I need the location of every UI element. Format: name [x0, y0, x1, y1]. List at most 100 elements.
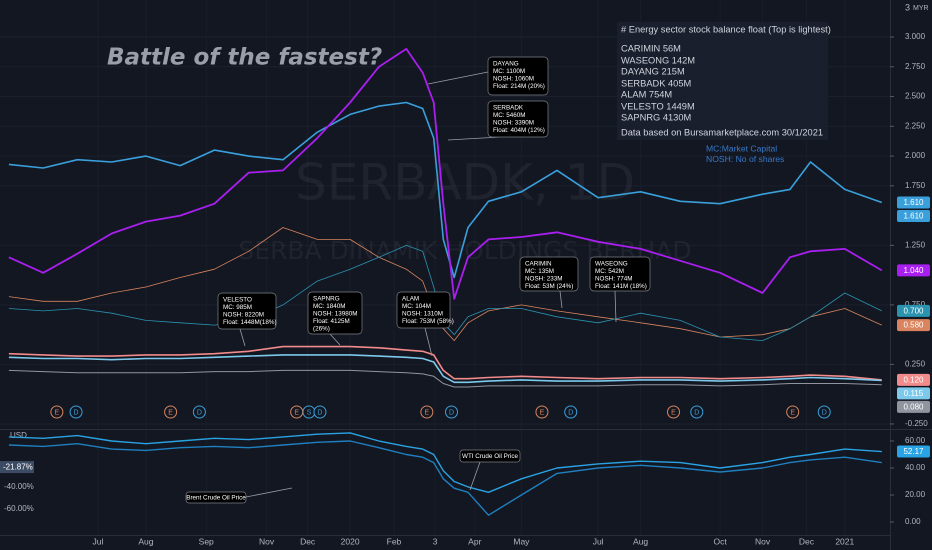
- annotation-text: NOSH: 774M: [595, 276, 632, 283]
- annotation-text: Brent Crude Oil Price: [186, 495, 246, 502]
- y-tick-label: -40.00%: [4, 482, 34, 491]
- event-marker: [313, 405, 327, 419]
- x-tick-label: 2021: [835, 536, 854, 546]
- annotation-text: NOSH: 13980M: [313, 311, 357, 318]
- x-tick-label: Nov: [755, 536, 771, 546]
- y-tick-label: 3.000: [905, 32, 926, 41]
- series-line: [8, 440, 882, 516]
- event-marker: [192, 405, 206, 419]
- x-tick-label: Sep: [199, 536, 214, 546]
- y-tick-label: 0.750: [905, 300, 926, 309]
- event-label: S: [307, 409, 312, 416]
- annotation-box: [396, 291, 451, 329]
- price-tag: [897, 264, 930, 277]
- price-tag: [897, 319, 930, 332]
- annotation-box: [217, 292, 277, 330]
- event-marker: [69, 405, 83, 419]
- chart-title: Battle of the fastest?: [107, 45, 382, 71]
- event-label: E: [671, 409, 676, 416]
- annotation-text: Float: 1448M(18%): [223, 319, 277, 326]
- price-tag: [897, 373, 930, 386]
- annotation-text: ALAM: [402, 296, 419, 303]
- price-tag: [897, 196, 930, 209]
- y-tick-label: 1.250: [905, 240, 926, 249]
- price-tag: [897, 445, 930, 458]
- event-marker: [564, 405, 578, 419]
- info-text: VELESTO 1449M: [621, 101, 695, 111]
- annotation-text: NOSH: 1310M: [402, 311, 443, 318]
- annotation-text: MC: 1100M: [493, 68, 525, 75]
- annotation-text: CARIMIN: [525, 261, 552, 268]
- y2-tick-label: 40.00: [905, 463, 926, 472]
- annotation-text: WASEONG: [595, 261, 628, 268]
- annotation-pointer: [427, 71, 489, 85]
- y-tick-label: -60.00%: [4, 504, 34, 513]
- event-marker: [817, 405, 831, 419]
- annotation-text: Float: 753M (58%): [402, 318, 454, 325]
- annotation-pointer: [424, 327, 433, 357]
- price-tag: [897, 304, 930, 317]
- watermark-symbol: SERBADK, 1D: [295, 154, 635, 212]
- annotation-text: MC: 985M: [223, 304, 252, 311]
- annotation-text: DAYANG: [493, 61, 519, 68]
- info-text: ALAM 754M: [621, 89, 672, 99]
- event-label: E: [790, 409, 795, 416]
- annotation-box: [519, 256, 579, 292]
- annotation-text: NOSH: 1060M: [493, 76, 534, 83]
- annotation-text: SERBADK: [493, 105, 524, 112]
- event-label: D: [822, 409, 827, 416]
- annotation-pointer: [239, 328, 246, 347]
- annotation-text: NOSH: 8220M: [223, 312, 264, 319]
- annotation-text: VELESTO: [223, 297, 252, 304]
- series-line: [8, 432, 882, 493]
- info-text: SAPNRG 4130M: [621, 112, 691, 122]
- event-label: E: [55, 409, 60, 416]
- note-text: MC:Market Capital: [706, 143, 777, 153]
- info-text: WASEONG 142M: [621, 55, 695, 65]
- annotation-text: Float: 214M (20%): [493, 83, 545, 90]
- price-tag: [897, 387, 930, 400]
- annotation-text: MC: 5460M: [493, 112, 526, 119]
- annotation-text: (26%): [313, 326, 330, 333]
- info-box: [617, 22, 828, 140]
- event-marker: [535, 405, 549, 419]
- event-marker: [666, 405, 680, 419]
- x-tick-label: Apr: [468, 536, 481, 546]
- event-marker: [50, 405, 64, 419]
- event-marker: [420, 405, 434, 419]
- series-line: [8, 354, 882, 384]
- price-tag: [897, 210, 930, 223]
- event-label: E: [425, 409, 430, 416]
- event-label: E: [294, 409, 299, 416]
- annotation-text: Float: 404M (12%): [493, 127, 545, 134]
- event-label: E: [168, 409, 173, 416]
- annotation-text: SAPNRG: [313, 296, 340, 303]
- y2-tick-label: 60.00: [905, 436, 926, 445]
- annotation-pointer: [329, 333, 341, 346]
- annotation-text: WTI Crude Oil Price: [462, 453, 518, 460]
- info-text: DAYANG 215M: [621, 66, 685, 76]
- event-label: D: [74, 409, 79, 416]
- y-tick-label: 2.500: [905, 92, 926, 101]
- annotation-pointer: [614, 290, 617, 323]
- y2-tick-label: 0.00: [905, 517, 921, 526]
- price-tag: [897, 400, 930, 413]
- price-tag-label: 0.080: [903, 403, 924, 412]
- annotation-pointer: [245, 487, 293, 498]
- annotation-text: Float: 141M (18%): [595, 283, 647, 290]
- x-tick-label: 2020: [341, 536, 360, 546]
- annotation-text: Float: 4125M: [313, 318, 350, 325]
- event-marker: [445, 405, 459, 419]
- y-tick-label: 2.750: [905, 62, 926, 71]
- event-marker: [164, 405, 178, 419]
- y-tick-label: 2.000: [905, 151, 926, 160]
- annotation-box: [307, 291, 363, 335]
- price-tag-label: 1.040: [903, 266, 924, 275]
- annotation-pointer: [559, 290, 563, 309]
- price-tag-label: 52.17: [903, 447, 924, 456]
- x-tick-label: Oct: [713, 536, 727, 546]
- y-tick-label: 2.250: [905, 121, 926, 130]
- price-tag-label: 1.610: [903, 198, 924, 207]
- annotation-text: NOSH: 3390M: [493, 120, 534, 127]
- percent-tag: [0, 461, 34, 474]
